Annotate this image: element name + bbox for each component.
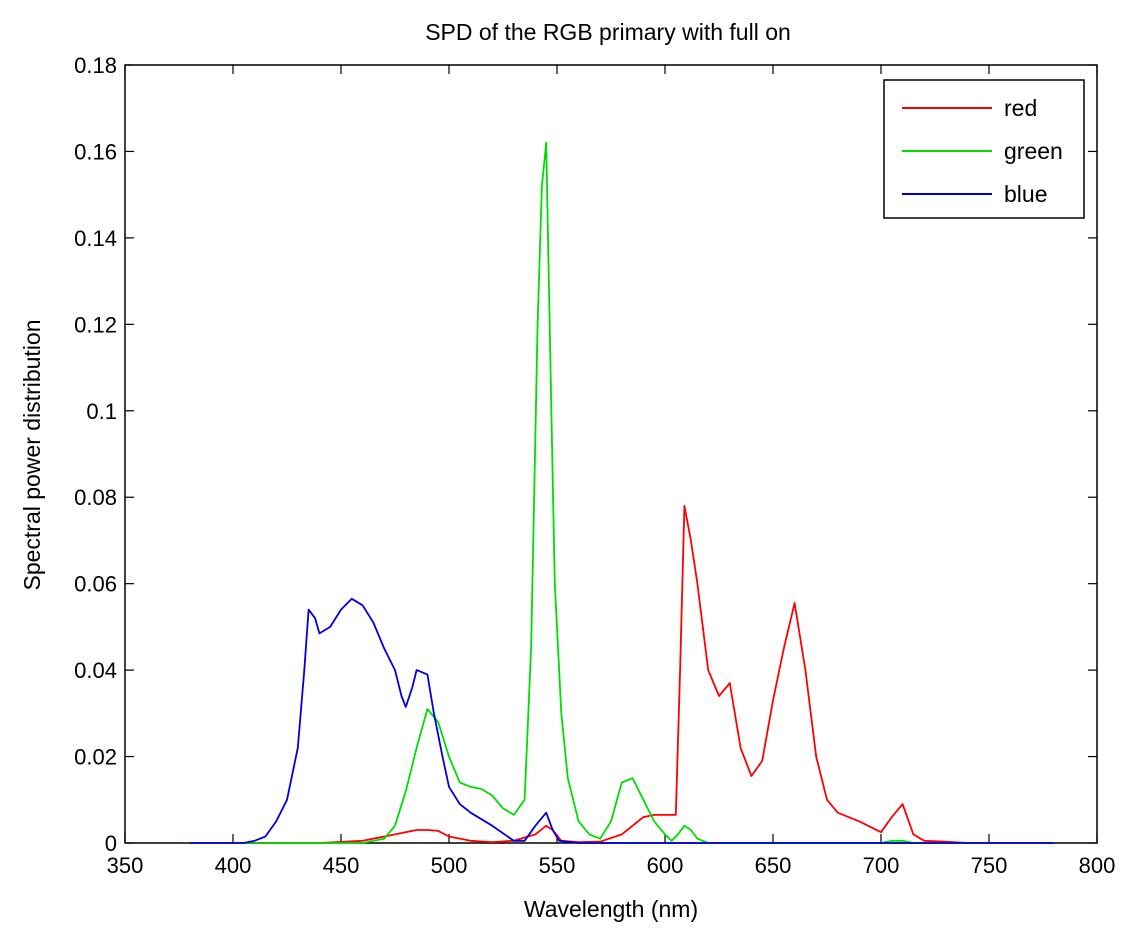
x-tick-labels: 350 400 450 500 550 600 650 700 750 800 — [107, 853, 1116, 878]
x-tick-label: 600 — [647, 853, 684, 878]
y-tick-label: 0.04 — [74, 658, 117, 683]
series-lines — [189, 141, 1054, 844]
y-tick-label: 0.16 — [74, 139, 117, 164]
x-axis-label: Wavelength (nm) — [524, 896, 698, 922]
y-tick-label: 0 — [105, 831, 117, 856]
legend: red green blue — [883, 79, 1085, 219]
y-tick-label: 0.06 — [74, 572, 117, 597]
x-tick-label: 650 — [755, 853, 792, 878]
y-tick-label: 0.08 — [74, 485, 117, 510]
y-axis-label: Spectral power distribution — [19, 319, 45, 590]
x-tick-label: 550 — [539, 853, 576, 878]
series-line-red — [189, 504, 1054, 844]
legend-label-red: red — [1004, 95, 1037, 121]
legend-label-blue: blue — [1004, 181, 1047, 207]
x-tick-label: 350 — [107, 853, 144, 878]
y-tick-label: 0.14 — [74, 226, 117, 251]
y-tick-label: 0.02 — [74, 745, 117, 770]
x-tick-label: 400 — [215, 853, 252, 878]
x-tick-label: 500 — [431, 853, 468, 878]
series-line-green — [189, 141, 1054, 844]
x-tick-label: 750 — [971, 853, 1008, 878]
y-tick-label: 0.18 — [74, 53, 117, 78]
y-tick-labels: 0 0.02 0.04 0.06 0.08 0.1 0.12 0.14 0.16 0.18 — [74, 53, 117, 856]
chart-title: SPD of the RGB primary with full on — [425, 19, 791, 45]
series-line-blue — [189, 597, 1054, 844]
legend-label-green: green — [1004, 138, 1063, 164]
x-tick-label: 800 — [1079, 853, 1116, 878]
y-tick-label: 0.12 — [74, 312, 117, 337]
x-tick-label: 700 — [863, 853, 900, 878]
y-tick-label: 0.1 — [86, 399, 117, 424]
x-tick-label: 450 — [323, 853, 360, 878]
